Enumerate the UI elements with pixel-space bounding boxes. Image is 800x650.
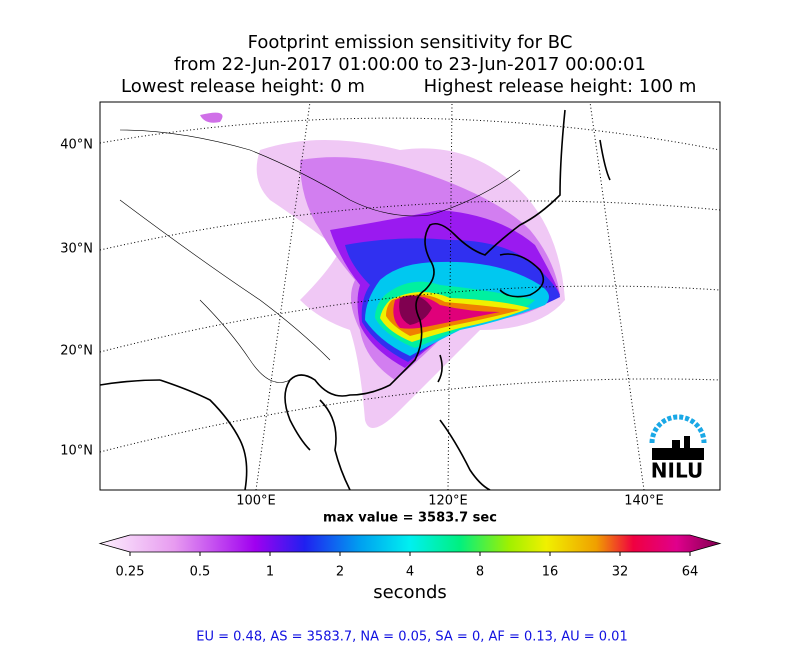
colorbar-tick-label: 8 bbox=[476, 565, 484, 580]
title-line: Footprint emission sensitivity for BC bbox=[248, 32, 573, 53]
map bbox=[100, 102, 720, 490]
logo: NILU bbox=[649, 414, 707, 483]
lat-label: 40°N bbox=[60, 138, 93, 153]
title-line: from 22-Jun-2017 01:00:00 to 23-Jun-2017… bbox=[174, 54, 646, 75]
highest-release: Highest release height: 100 m bbox=[424, 76, 697, 97]
stats: EU = 0.48, AS = 3583.7, NA = 0.05, SA = … bbox=[196, 630, 627, 645]
logo-text: NILU bbox=[651, 459, 703, 483]
colorbar-tick-label: 1 bbox=[266, 565, 274, 580]
colorbar-label: seconds bbox=[373, 582, 447, 603]
colorbar-tick-label: 16 bbox=[542, 565, 559, 580]
lon-label: 140°E bbox=[624, 494, 664, 509]
lat-label: 30°N bbox=[60, 242, 93, 257]
colorbar bbox=[98, 534, 722, 553]
lat-label: 10°N bbox=[60, 444, 93, 459]
colorbar-tick-label: 4 bbox=[406, 565, 414, 580]
lon-label: 120°E bbox=[428, 494, 468, 509]
lat-label: 20°N bbox=[60, 344, 93, 359]
lon-label: 100°E bbox=[236, 494, 276, 509]
colorbar-tick-label: 2 bbox=[336, 565, 344, 580]
colorbar-tick-label: 64 bbox=[682, 565, 699, 580]
lowest-release: Lowest release height: 0 m bbox=[121, 76, 365, 97]
colorbar-tick-label: 32 bbox=[612, 565, 629, 580]
colorbar-tick-label: 0.25 bbox=[116, 565, 145, 580]
colorbar-tick-label: 0.5 bbox=[190, 565, 211, 580]
max-value: max value = 3583.7 sec bbox=[323, 511, 497, 526]
map-frame bbox=[99, 101, 721, 491]
